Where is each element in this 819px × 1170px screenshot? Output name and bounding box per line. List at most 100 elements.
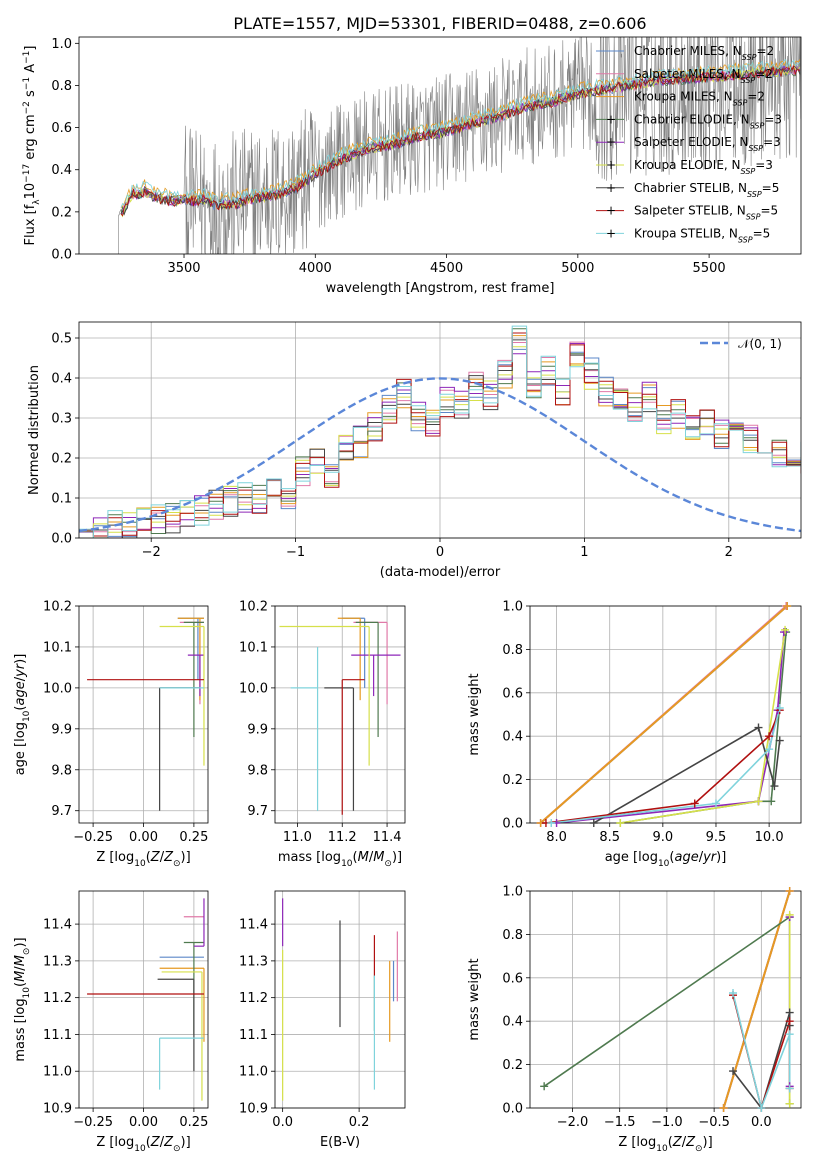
x-axis-label-part: ( bbox=[669, 850, 674, 865]
x-tick-label: −0.25 bbox=[73, 1115, 113, 1130]
y-axis-label-part: yr bbox=[13, 662, 28, 678]
x-axis-label: Z [log10(Z/Z⊙)] bbox=[618, 1135, 712, 1154]
x-axis-label: Z [log10(Z/Z⊙)] bbox=[96, 850, 190, 869]
weight-point-marker bbox=[765, 745, 774, 754]
x-axis-label-part: Z bbox=[150, 850, 161, 865]
legend-entry: Kroupa STELIB, NSSP=5 bbox=[634, 226, 770, 244]
y-tick-label: 0.2 bbox=[51, 205, 72, 220]
plot-area bbox=[87, 617, 205, 811]
panel-age_vs_mass: 11.0 11.2 11.4 9.7 9.8 9.9 10.0 10.1 10.2 mass [l… bbox=[239, 600, 406, 869]
x-tick-label: 0.25 bbox=[179, 1115, 208, 1130]
y-tick-label: 0.6 bbox=[502, 971, 523, 986]
legend-entry-suffix: =5 bbox=[762, 181, 780, 195]
legend-entry-suffix: =5 bbox=[753, 226, 771, 240]
x-tick-label: 5000 bbox=[561, 261, 594, 276]
legend-entry-sub: SSP bbox=[741, 167, 756, 176]
y-axis-label-part: / bbox=[13, 966, 28, 971]
axes-frame bbox=[274, 890, 406, 1109]
plot-area bbox=[279, 617, 401, 815]
y-axis-label-part: Flux [f bbox=[23, 204, 38, 245]
y-tick-label: 9.9 bbox=[247, 722, 268, 737]
x-axis-label-part: ( bbox=[353, 850, 358, 865]
y-tick-label: 10.0 bbox=[239, 681, 268, 696]
weight-line-salpeter-elodie bbox=[556, 631, 785, 823]
legend-entry: Chabrier MILES, NSSP=2 bbox=[634, 44, 774, 62]
x-axis-label: mass [log10(M/M⊙)] bbox=[278, 850, 402, 869]
x-axis-label-part: M bbox=[358, 850, 369, 865]
y-tick-label: 9.8 bbox=[247, 763, 268, 778]
normal-curve bbox=[79, 377, 801, 533]
y-tick-label: 10.9 bbox=[239, 1102, 268, 1117]
y-axis-label-part: ] bbox=[23, 46, 38, 51]
x-axis-label-part: mass [log bbox=[278, 850, 341, 865]
x-axis-label-part: M bbox=[373, 850, 384, 865]
x-axis-label-part: )] bbox=[392, 850, 402, 865]
legend-entry-name: Salpeter ELODIE, N bbox=[634, 135, 748, 149]
y-tick-label: 0.2 bbox=[51, 452, 72, 467]
x-tick-label: 0.0 bbox=[751, 1115, 772, 1130]
x-axis-label-part: Z bbox=[685, 1135, 696, 1150]
legend-entry-suffix: =2 bbox=[756, 44, 774, 58]
weight-point-marker bbox=[767, 797, 776, 806]
y-tick-label: 0.0 bbox=[51, 248, 72, 263]
legend-entry-suffix: =3 bbox=[755, 158, 773, 172]
legend-entry: Salpeter ELODIE, NSSP=3 bbox=[634, 135, 781, 153]
x-axis-label: age [log10(age/yr)] bbox=[605, 850, 727, 869]
plot-area bbox=[282, 898, 398, 1101]
x-axis-label-part: )] bbox=[703, 1135, 713, 1150]
y-tick-label: 0.3 bbox=[51, 412, 72, 427]
y-tick-label: 10.1 bbox=[43, 640, 72, 655]
y-axis-label-part: M bbox=[13, 955, 28, 966]
x-tick-label: −2 bbox=[142, 545, 161, 560]
weight-point-marker bbox=[729, 1067, 738, 1076]
x-axis-label-part: 10 bbox=[341, 859, 353, 869]
x-axis-label-part: yr bbox=[702, 850, 718, 865]
legend-entry: Salpeter MILES, NSSP=2 bbox=[634, 67, 773, 85]
x-tick-label: 11.4 bbox=[373, 830, 402, 845]
x-axis-label-part: wavelength [Angstrom, rest frame] bbox=[326, 281, 555, 296]
legend-entry-suffix: =3 bbox=[763, 135, 781, 149]
weight-point-marker bbox=[719, 1104, 728, 1112]
y-tick-label: 0.0 bbox=[502, 817, 523, 832]
panel-residual_histogram: −2 −1 0 1 2 0.0 0.1 0.2 0.3 0.4 0.5 (data-model)/er… bbox=[27, 321, 802, 580]
histogram-kroupa-stelib bbox=[79, 325, 801, 538]
x-tick-label: 3500 bbox=[167, 261, 200, 276]
y-tick-label: 10.2 bbox=[239, 600, 268, 615]
weight-point-marker bbox=[754, 797, 763, 806]
x-axis-label-part: / bbox=[369, 850, 374, 865]
legend-entry-name: Chabrier MILES, N bbox=[634, 44, 742, 58]
x-axis-label-part: / bbox=[699, 850, 704, 865]
weight-point-marker bbox=[785, 910, 794, 919]
weight-point-marker bbox=[757, 1104, 766, 1112]
plot-area bbox=[79, 325, 801, 538]
legend-marker: + bbox=[606, 135, 616, 149]
y-tick-label: 11.1 bbox=[239, 1028, 268, 1043]
x-axis-label-part: ⊙ bbox=[173, 1144, 181, 1154]
legend-entry-suffix: =3 bbox=[764, 112, 782, 126]
x-tick-label: −2.0 bbox=[557, 1115, 589, 1130]
x-tick-label: 10.0 bbox=[755, 830, 784, 845]
weight-point-marker bbox=[765, 732, 774, 741]
y-tick-label: 0.6 bbox=[51, 121, 72, 136]
y-axis-label: Normed distribution bbox=[27, 365, 42, 495]
x-tick-label: −1.0 bbox=[651, 1115, 683, 1130]
x-tick-label: 5500 bbox=[693, 261, 726, 276]
y-axis-label: age [log10(age/yr)] bbox=[13, 654, 32, 776]
x-axis-label-part: ( bbox=[668, 1135, 673, 1150]
panel-spectrum: 3500 4000 4500 5000 5500 0.0 0.2 0.4 0.6 0.8 1.0 wa… bbox=[22, 36, 802, 296]
legend-entry-name: Salpeter MILES, N bbox=[634, 67, 741, 81]
x-tick-label: 1 bbox=[580, 545, 588, 560]
y-axis-label-part: M bbox=[13, 971, 28, 982]
legend-marker: + bbox=[606, 181, 616, 195]
weight-line-kroupa-stelib bbox=[551, 707, 781, 823]
legend-entry: Kroupa ELODIE, NSSP=3 bbox=[634, 158, 773, 176]
x-tick-label: 2 bbox=[725, 545, 733, 560]
x-axis-label-part: ⊙ bbox=[173, 859, 181, 869]
y-axis-label-part: λ bbox=[32, 199, 42, 205]
legend-entry-name: Kroupa STELIB, N bbox=[634, 226, 738, 240]
model-spectrum-salpeter-stelib bbox=[120, 65, 801, 217]
x-axis-label-part: 10 bbox=[658, 859, 670, 869]
axes-frame bbox=[78, 890, 209, 1109]
y-axis-label-part: 10 bbox=[23, 183, 38, 200]
